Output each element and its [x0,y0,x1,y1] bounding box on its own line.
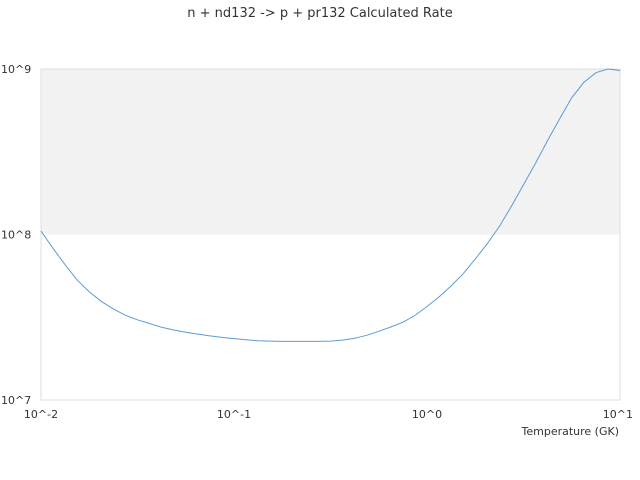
x-tick-label: 10^-1 [217,408,251,421]
y-axis: 10^7 10^8 10^9 [1,63,31,407]
y-tick-label: 10^9 [1,63,31,76]
x-axis: 10^-2 10^-1 10^0 10^1 [24,408,633,421]
rate-line [40,68,621,342]
chart-title: n + nd132 -> p + pr132 Calculated Rate [187,6,452,21]
x-tick-label: 10^0 [412,408,442,421]
x-tick-label: 10^-2 [24,408,58,421]
x-axis-label: Temperature (GK) [521,425,620,438]
y-tick-label: 10^7 [1,394,31,407]
x-tick-label: 10^1 [603,408,633,421]
decade-band [41,69,620,235]
plot-area [40,68,621,401]
y-tick-label: 10^8 [1,229,31,242]
series-group [40,68,621,342]
